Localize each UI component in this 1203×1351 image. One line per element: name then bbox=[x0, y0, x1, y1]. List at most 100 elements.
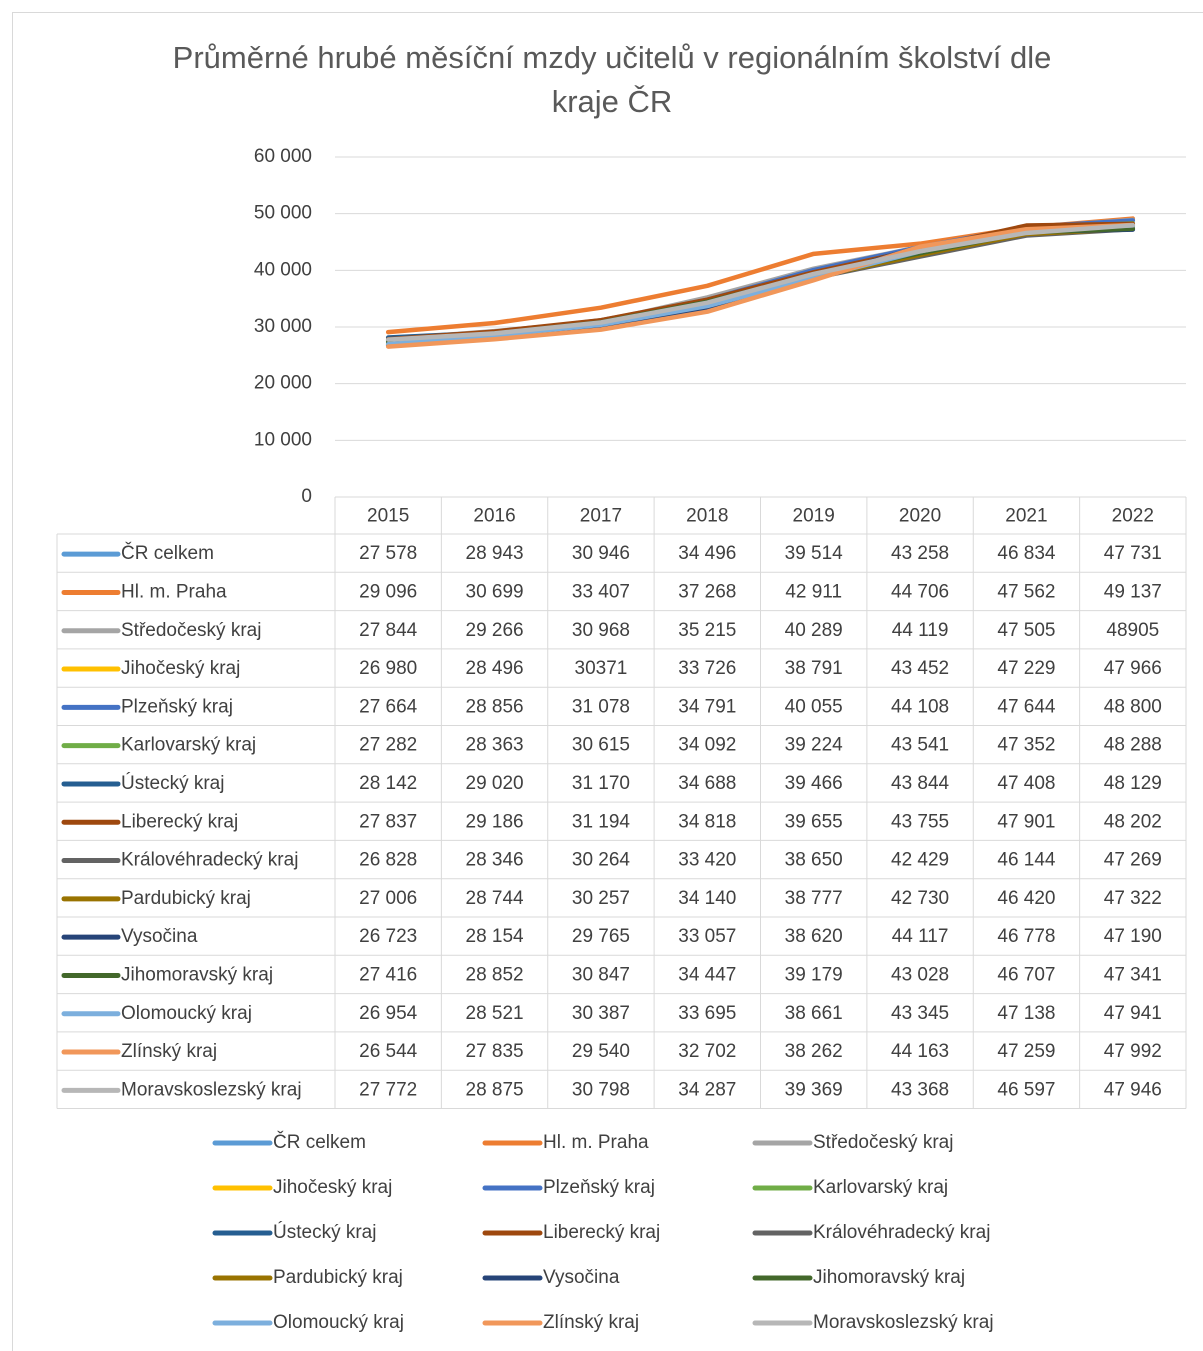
data-label: 30 615 bbox=[572, 735, 630, 756]
data-label: 33 420 bbox=[678, 850, 736, 871]
data-label: 48905 bbox=[1106, 620, 1159, 641]
data-label: 34 818 bbox=[678, 811, 736, 832]
data-label: 27 006 bbox=[359, 888, 417, 909]
table-row-label: Jihočeský kraj bbox=[121, 658, 240, 679]
data-label: 38 620 bbox=[785, 926, 843, 947]
legend-label: Pardubický kraj bbox=[273, 1267, 403, 1288]
data-label: 30 257 bbox=[572, 888, 630, 909]
data-label: 28 496 bbox=[466, 658, 524, 679]
data-label: 29 765 bbox=[572, 926, 630, 947]
x-tick-label: 2017 bbox=[580, 506, 622, 527]
legend-label: Jihomoravský kraj bbox=[813, 1267, 965, 1288]
legend-label: ČR celkem bbox=[273, 1131, 366, 1153]
data-label: 39 369 bbox=[785, 1079, 843, 1100]
table-row-label: Plzeňský kraj bbox=[121, 696, 233, 717]
data-label: 29 020 bbox=[466, 773, 524, 794]
legend-label: Královéhradecký kraj bbox=[813, 1222, 990, 1243]
data-label: 42 911 bbox=[785, 581, 842, 602]
data-label: 26 954 bbox=[359, 1003, 418, 1024]
x-tick-label: 2020 bbox=[899, 506, 941, 527]
data-label: 39 224 bbox=[785, 735, 844, 756]
data-label: 47 352 bbox=[997, 735, 1055, 756]
x-tick-label: 2016 bbox=[473, 506, 515, 527]
data-label: 33 726 bbox=[678, 658, 736, 679]
data-label: 43 755 bbox=[891, 811, 949, 832]
data-label: 43 541 bbox=[891, 735, 949, 756]
data-label: 48 129 bbox=[1104, 773, 1162, 794]
data-label: 26 980 bbox=[359, 658, 417, 679]
table-row-label: Zlínský kraj bbox=[121, 1041, 217, 1062]
data-label: 27 772 bbox=[359, 1079, 417, 1100]
data-label: 28 943 bbox=[466, 543, 524, 564]
legend-label: Ústecký kraj bbox=[273, 1221, 376, 1243]
data-label: 47 901 bbox=[997, 811, 1055, 832]
data-label: 47 341 bbox=[1104, 964, 1162, 985]
table-row-label: Středočeský kraj bbox=[121, 620, 261, 641]
y-tick-label: 60 000 bbox=[254, 146, 312, 167]
table-row-label: Jihomoravský kraj bbox=[121, 964, 273, 985]
table-row-label: Moravskoslezský kraj bbox=[121, 1079, 302, 1100]
data-label: 43 368 bbox=[891, 1079, 949, 1100]
data-label: 27 416 bbox=[359, 964, 417, 985]
data-label: 34 447 bbox=[678, 964, 736, 985]
data-label: 38 262 bbox=[785, 1041, 843, 1062]
data-label: 43 028 bbox=[891, 964, 949, 985]
data-label: 27 282 bbox=[359, 735, 417, 756]
x-tick-label: 2022 bbox=[1112, 506, 1154, 527]
data-label: 32 702 bbox=[678, 1041, 736, 1062]
table-row-label: Olomoucký kraj bbox=[121, 1003, 252, 1024]
data-label: 30 946 bbox=[572, 543, 630, 564]
data-label: 33 407 bbox=[572, 581, 630, 602]
data-label: 43 844 bbox=[891, 773, 950, 794]
table-row-label: Vysočina bbox=[121, 926, 198, 947]
chart-title: Průměrné hrubé měsíční mzdy učitelů v re… bbox=[172, 40, 1052, 119]
data-label: 46 778 bbox=[997, 926, 1055, 947]
data-label: 31 078 bbox=[572, 696, 630, 717]
table-row-label: Hl. m. Praha bbox=[121, 581, 227, 602]
data-label: 40 055 bbox=[785, 696, 843, 717]
data-label: 27 837 bbox=[359, 811, 417, 832]
data-label: 34 791 bbox=[678, 696, 736, 717]
y-tick-label: 30 000 bbox=[254, 316, 312, 337]
data-label: 28 346 bbox=[466, 850, 524, 871]
data-label: 47 966 bbox=[1104, 658, 1162, 679]
x-tick-label: 2019 bbox=[793, 506, 835, 527]
data-label: 26 544 bbox=[359, 1041, 418, 1062]
data-label: 44 108 bbox=[891, 696, 949, 717]
data-label: 28 154 bbox=[466, 926, 525, 947]
data-label: 33 695 bbox=[678, 1003, 736, 1024]
data-label: 30 264 bbox=[572, 850, 631, 871]
table-row-label: Liberecký kraj bbox=[121, 811, 238, 832]
data-label: 47 992 bbox=[1104, 1041, 1162, 1062]
data-label: 47 731 bbox=[1104, 543, 1162, 564]
data-label: 38 777 bbox=[785, 888, 843, 909]
data-label: 26 723 bbox=[359, 926, 417, 947]
legend-label: Středočeský kraj bbox=[813, 1132, 953, 1153]
legend-label: Liberecký kraj bbox=[543, 1222, 660, 1243]
data-label: 28 856 bbox=[466, 696, 524, 717]
data-label: 31 194 bbox=[572, 811, 631, 832]
series-line bbox=[385, 222, 1136, 349]
table-row-label: Královéhradecký kraj bbox=[121, 850, 298, 871]
data-label: 34 496 bbox=[678, 543, 736, 564]
data-label: 30 387 bbox=[572, 1003, 630, 1024]
data-label: 38 791 bbox=[785, 658, 843, 679]
y-tick-label: 50 000 bbox=[254, 203, 312, 224]
data-label: 34 092 bbox=[678, 735, 736, 756]
data-label: 47 644 bbox=[997, 696, 1056, 717]
data-label: 34 688 bbox=[678, 773, 736, 794]
data-label: 29 540 bbox=[572, 1041, 630, 1062]
data-label: 43 345 bbox=[891, 1003, 949, 1024]
data-label: 44 117 bbox=[892, 926, 949, 947]
series-line bbox=[385, 223, 1136, 342]
data-label: 28 521 bbox=[466, 1003, 524, 1024]
legend-label: Karlovarský kraj bbox=[813, 1177, 948, 1198]
data-label: 30371 bbox=[575, 658, 628, 679]
x-tick-label: 2015 bbox=[367, 506, 409, 527]
table-row-label: Karlovarský kraj bbox=[121, 735, 256, 756]
table-row-label: Ústecký kraj bbox=[121, 772, 224, 794]
data-label: 39 466 bbox=[785, 773, 843, 794]
data-label: 28 744 bbox=[466, 888, 525, 909]
data-label: 47 138 bbox=[997, 1003, 1055, 1024]
